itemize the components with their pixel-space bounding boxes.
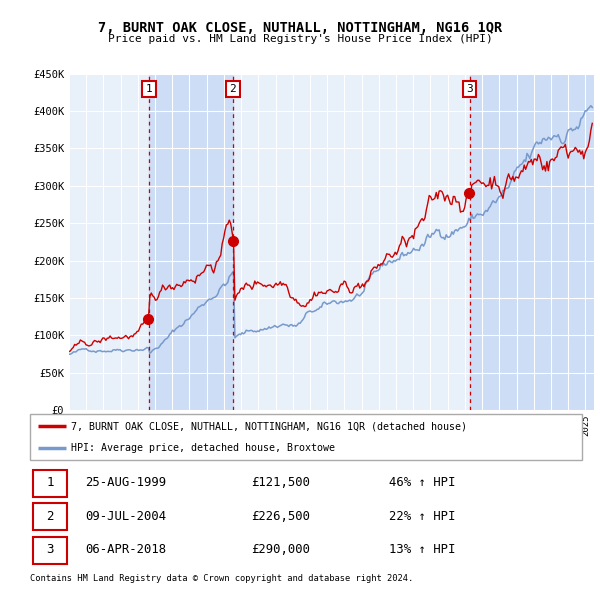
Text: 2: 2 <box>46 510 53 523</box>
Text: 3: 3 <box>46 543 53 556</box>
Text: 22% ↑ HPI: 22% ↑ HPI <box>389 510 455 523</box>
Text: HPI: Average price, detached house, Broxtowe: HPI: Average price, detached house, Brox… <box>71 443 335 453</box>
Text: 7, BURNT OAK CLOSE, NUTHALL, NOTTINGHAM, NG16 1QR: 7, BURNT OAK CLOSE, NUTHALL, NOTTINGHAM,… <box>98 21 502 35</box>
FancyBboxPatch shape <box>30 414 582 460</box>
Text: 7, BURNT OAK CLOSE, NUTHALL, NOTTINGHAM, NG16 1QR (detached house): 7, BURNT OAK CLOSE, NUTHALL, NOTTINGHAM,… <box>71 421 467 431</box>
Text: 13% ↑ HPI: 13% ↑ HPI <box>389 543 455 556</box>
Text: 1: 1 <box>146 84 152 94</box>
FancyBboxPatch shape <box>33 537 67 564</box>
Text: 06-APR-2018: 06-APR-2018 <box>85 543 166 556</box>
Text: £226,500: £226,500 <box>251 510 310 523</box>
Bar <box>149 74 233 410</box>
FancyBboxPatch shape <box>33 470 67 497</box>
FancyBboxPatch shape <box>33 503 67 530</box>
Text: 1: 1 <box>46 476 53 489</box>
Text: 09-JUL-2004: 09-JUL-2004 <box>85 510 166 523</box>
Bar <box>470 74 594 410</box>
Text: 46% ↑ HPI: 46% ↑ HPI <box>389 476 455 489</box>
Text: 2: 2 <box>229 84 236 94</box>
Text: £121,500: £121,500 <box>251 476 310 489</box>
Text: Contains HM Land Registry data © Crown copyright and database right 2024.: Contains HM Land Registry data © Crown c… <box>30 574 413 584</box>
Text: Price paid vs. HM Land Registry's House Price Index (HPI): Price paid vs. HM Land Registry's House … <box>107 34 493 44</box>
Text: £290,000: £290,000 <box>251 543 310 556</box>
Text: 25-AUG-1999: 25-AUG-1999 <box>85 476 166 489</box>
Text: 3: 3 <box>466 84 473 94</box>
